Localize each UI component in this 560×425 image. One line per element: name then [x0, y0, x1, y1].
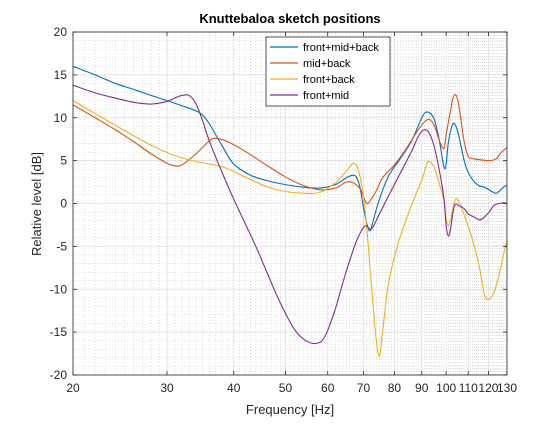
series-line-front-mid	[72, 84, 508, 345]
legend-label-mid-back: mid+back	[303, 58, 351, 70]
x-tick-label: 30	[160, 381, 174, 395]
y-tick-label: 10	[54, 111, 68, 125]
x-tick-label: 100	[436, 381, 456, 395]
x-tick-label: 110	[459, 381, 478, 395]
y-tick-label: 5	[60, 154, 67, 168]
y-tick-label: -20	[50, 368, 68, 382]
y-tick-label: 0	[60, 197, 67, 211]
series-line-front-back	[72, 100, 508, 357]
x-tick-label: 80	[388, 381, 402, 395]
x-tick-label: 50	[279, 381, 293, 395]
x-tick-label: 70	[357, 381, 371, 395]
y-axis-label: Relative level [dB]	[29, 152, 44, 256]
legend-label-front-back: front+back	[303, 74, 355, 86]
series-line-mid-back	[72, 94, 508, 205]
chart-title: Knuttebaloa sketch positions	[199, 11, 380, 26]
x-tick-label: 120	[478, 381, 498, 395]
x-tick-label: 20	[66, 381, 80, 395]
x-axis-label: Frequency [Hz]	[246, 402, 334, 417]
legend-label-front-mid-back: front+mid+back	[303, 42, 379, 54]
legend: front+mid+back mid+back front+back front+mi…	[265, 36, 391, 107]
series-line-front-mid-back	[72, 65, 508, 232]
tick-marks	[72, 31, 508, 376]
x-tick-label: 130	[497, 381, 517, 395]
legend-label-front-mid: front+mid	[303, 90, 349, 102]
y-tick-label: 20	[54, 25, 68, 39]
y-tick-labels: -20 -15 -10 -5 0 5 10 15 20	[50, 25, 68, 382]
y-tick-label: -10	[50, 282, 68, 296]
x-tick-label: 60	[321, 381, 335, 395]
y-tick-label: -15	[50, 325, 68, 339]
y-tick-label: -5	[56, 239, 67, 253]
y-tick-label: 15	[54, 68, 68, 82]
x-tick-label: 90	[415, 381, 429, 395]
series-layer	[72, 65, 508, 357]
x-tick-label: 40	[227, 381, 241, 395]
